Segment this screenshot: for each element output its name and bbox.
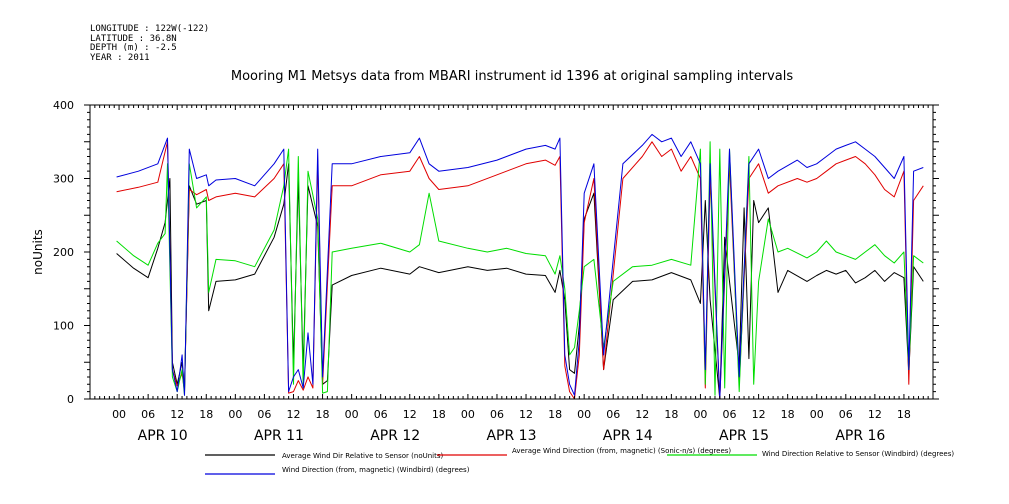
chart-title: Mooring M1 Metsys data from MBARI instru… bbox=[231, 69, 793, 84]
y-tick-label: 300 bbox=[53, 173, 74, 186]
metadata-year: YEAR : 2011 bbox=[90, 53, 150, 63]
y-tick-label: 100 bbox=[53, 320, 74, 333]
metadata-latitude: LATITUDE : 36.8N bbox=[90, 34, 177, 44]
series-line-2 bbox=[116, 141, 924, 396]
date-labels: APR 10 APR 11 APR 12 APR 13 APR 14 APR 15 APR … bbox=[138, 428, 886, 444]
x-tick-label: 12 bbox=[752, 408, 766, 421]
x-date-label: APR 10 bbox=[138, 428, 188, 444]
x-tick-label: 00 bbox=[228, 408, 242, 421]
plot-frame bbox=[89, 104, 934, 400]
x-tick-label: 18 bbox=[897, 408, 911, 421]
x-date-label: APR 16 bbox=[835, 428, 885, 444]
x-tick-label: 12 bbox=[635, 408, 649, 421]
x-tick-label: 18 bbox=[664, 408, 678, 421]
metadata-longitude: LONGITUDE : 122W(-122) bbox=[90, 24, 209, 34]
y-tick-label: 400 bbox=[53, 99, 74, 112]
x-tick-label: 06 bbox=[257, 408, 271, 421]
x-tick-label: 12 bbox=[519, 408, 533, 421]
legend-label-3: Wind Direction (from, magnetic) (Windbir… bbox=[282, 466, 470, 474]
y-tick-label: 200 bbox=[53, 246, 74, 259]
legend: Average Wind Dir Relative to Sensor (noU… bbox=[205, 447, 954, 475]
x-tick-label: 06 bbox=[374, 408, 388, 421]
x-tick-label: 00 bbox=[577, 408, 591, 421]
series-line-1 bbox=[116, 141, 924, 400]
x-tick-label: 06 bbox=[141, 408, 155, 421]
x-date-label: APR 15 bbox=[719, 428, 769, 444]
x-tick-label: 18 bbox=[548, 408, 562, 421]
x-tick-label: 00 bbox=[345, 408, 359, 421]
legend-label-2: Wind Direction Relative to Sensor (Windb… bbox=[762, 450, 954, 458]
x-date-label: APR 12 bbox=[370, 428, 420, 444]
x-tick-label: 12 bbox=[170, 408, 184, 421]
tick-marks bbox=[84, 104, 939, 400]
y-tick-labels: 0 100 200 300 400 bbox=[53, 99, 74, 406]
x-tick-label: 18 bbox=[432, 408, 446, 421]
x-tick-label: 06 bbox=[490, 408, 504, 421]
x-tick-label: 00 bbox=[693, 408, 707, 421]
x-tick-label: 18 bbox=[316, 408, 330, 421]
x-date-label: APR 11 bbox=[254, 428, 304, 444]
legend-label-1: Average Wind Direction (from, magnetic) … bbox=[512, 447, 731, 455]
x-tick-label: 12 bbox=[286, 408, 300, 421]
x-date-label: APR 13 bbox=[486, 428, 536, 444]
x-tick-labels: 00 06 12 18 00 06 12 18 00 06 12 18 00 06 12 18 00 06 12 18… bbox=[112, 408, 911, 421]
x-date-label: APR 14 bbox=[603, 428, 653, 444]
x-tick-label: 00 bbox=[461, 408, 475, 421]
x-tick-label: 18 bbox=[199, 408, 213, 421]
y-axis-label: noUnits bbox=[31, 229, 45, 275]
plot-series bbox=[116, 133, 924, 400]
y-tick-label: 0 bbox=[67, 393, 74, 406]
x-tick-label: 00 bbox=[810, 408, 824, 421]
x-tick-label: 06 bbox=[723, 408, 737, 421]
x-tick-label: 06 bbox=[606, 408, 620, 421]
x-tick-label: 00 bbox=[112, 408, 126, 421]
metadata-depth: DEPTH (m) : -2.5 bbox=[90, 43, 177, 53]
x-tick-label: 06 bbox=[839, 408, 853, 421]
series-line-0 bbox=[116, 163, 924, 400]
metadata-block: LONGITUDE : 122W(-122) LATITUDE : 36.8N … bbox=[90, 24, 209, 63]
x-tick-label: 12 bbox=[868, 408, 882, 421]
legend-label-0: Average Wind Dir Relative to Sensor (noU… bbox=[282, 452, 443, 460]
series-line-3 bbox=[116, 133, 924, 400]
axis-ticks bbox=[84, 104, 939, 400]
x-tick-label: 12 bbox=[403, 408, 417, 421]
x-tick-label: 18 bbox=[781, 408, 795, 421]
